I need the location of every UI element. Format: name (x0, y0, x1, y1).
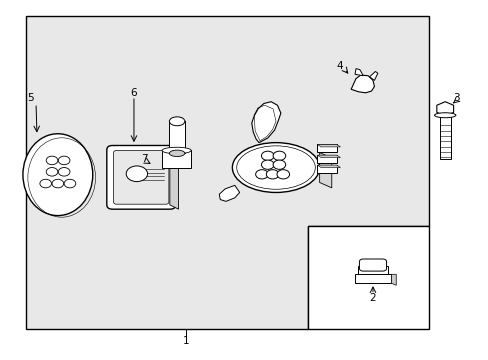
Circle shape (261, 160, 273, 169)
Text: 2: 2 (369, 293, 376, 303)
Circle shape (58, 167, 70, 176)
Polygon shape (251, 102, 280, 143)
Bar (132, 164, 165, 184)
Ellipse shape (236, 146, 315, 189)
Bar (169, 121, 184, 153)
Bar (358, 266, 386, 274)
Circle shape (272, 160, 285, 169)
Bar (317, 165, 336, 173)
Ellipse shape (232, 143, 319, 193)
Ellipse shape (23, 134, 93, 216)
Text: 7: 7 (141, 154, 147, 165)
Bar (162, 150, 191, 167)
Polygon shape (350, 75, 374, 93)
Polygon shape (317, 144, 340, 147)
Circle shape (261, 151, 273, 161)
Polygon shape (137, 164, 171, 167)
Circle shape (40, 179, 51, 188)
Circle shape (58, 156, 70, 165)
FancyBboxPatch shape (106, 145, 175, 209)
Bar (317, 144, 336, 152)
Circle shape (46, 167, 58, 176)
Bar (307, 226, 428, 329)
Polygon shape (436, 102, 453, 116)
Ellipse shape (434, 113, 455, 118)
Circle shape (126, 166, 147, 181)
Text: 3: 3 (452, 93, 459, 103)
Polygon shape (317, 155, 340, 158)
Bar (354, 274, 390, 283)
Polygon shape (319, 153, 331, 188)
Circle shape (52, 179, 63, 188)
Circle shape (272, 151, 285, 161)
Text: 6: 6 (130, 88, 137, 98)
Bar (317, 155, 336, 163)
FancyBboxPatch shape (113, 150, 168, 204)
Polygon shape (390, 274, 395, 285)
Polygon shape (219, 185, 239, 201)
Circle shape (276, 170, 289, 179)
Bar (439, 114, 449, 159)
Circle shape (64, 179, 76, 188)
Circle shape (46, 156, 58, 165)
Polygon shape (26, 16, 428, 329)
Polygon shape (354, 69, 363, 76)
Ellipse shape (162, 147, 191, 154)
Ellipse shape (169, 117, 184, 126)
Polygon shape (169, 150, 178, 209)
Text: 4: 4 (336, 61, 343, 71)
Ellipse shape (169, 150, 184, 157)
Text: 1: 1 (183, 336, 189, 346)
FancyBboxPatch shape (359, 259, 386, 271)
Circle shape (266, 170, 278, 179)
Circle shape (255, 170, 268, 179)
Polygon shape (369, 72, 377, 80)
Polygon shape (317, 165, 340, 167)
Text: 5: 5 (27, 93, 34, 103)
